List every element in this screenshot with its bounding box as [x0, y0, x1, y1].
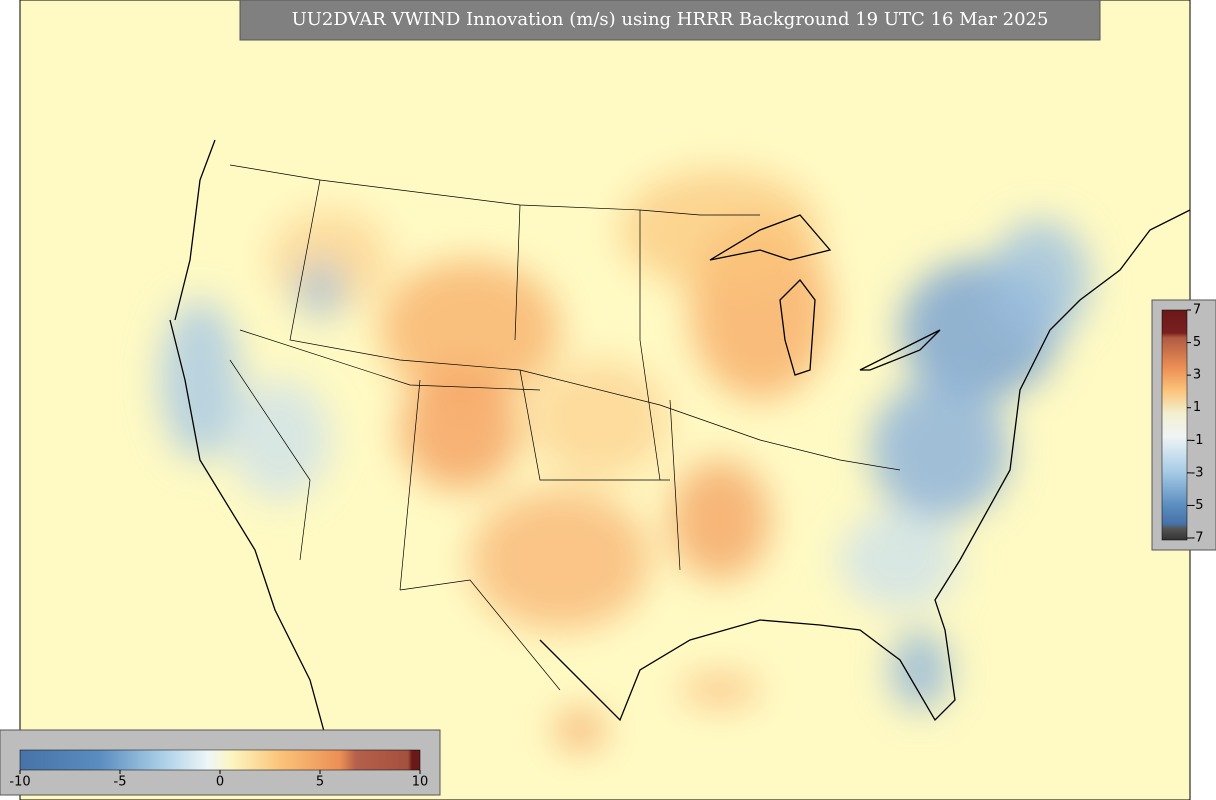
tick-label: 1	[1193, 400, 1201, 415]
tick-label: 5	[316, 775, 324, 790]
tick-label: -5	[114, 775, 127, 790]
tick-label: -1	[1191, 433, 1204, 448]
title: UU2DVAR VWIND Innovation (m/s) using HRR…	[292, 9, 1049, 30]
tick-label: -3	[1191, 465, 1204, 480]
colorbar	[1161, 309, 1188, 541]
tick-label: -10	[9, 775, 30, 790]
tick-label: 3	[1193, 368, 1201, 383]
tick-label: 0	[216, 775, 224, 790]
tick-label: 7	[1193, 303, 1201, 318]
tick-label: -7	[1191, 531, 1204, 546]
tick-label: -5	[1191, 498, 1204, 513]
borders	[229, 164, 901, 691]
tick-label: 5	[1193, 335, 1201, 350]
tick-label: 10	[412, 775, 429, 790]
innovation-field	[160, 170, 1090, 750]
colorbar	[19, 749, 421, 771]
title-box	[239, 0, 1101, 41]
coastlines	[169, 139, 1191, 791]
